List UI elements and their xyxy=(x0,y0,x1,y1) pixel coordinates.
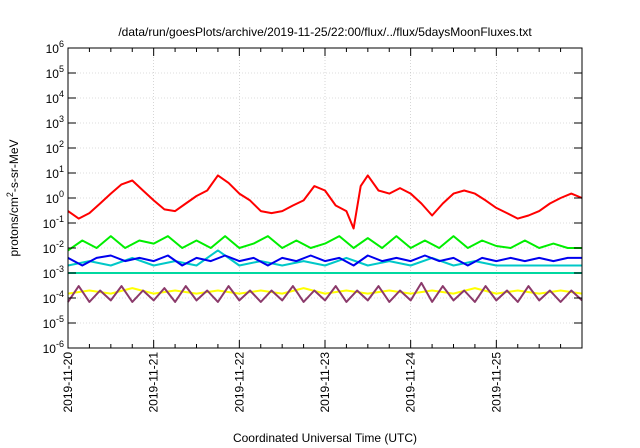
grid xyxy=(68,48,582,348)
y-tick-label: 10-2 xyxy=(43,239,64,256)
y-tick-label: 10-4 xyxy=(43,289,64,306)
y-tick-label: 10-5 xyxy=(43,314,64,331)
y-tick-label: 100 xyxy=(46,189,64,206)
y-tick-label: 104 xyxy=(46,89,64,106)
y-tick-label: 10-1 xyxy=(43,214,64,231)
series-line-6 xyxy=(67,287,583,295)
y-tick-label: 106 xyxy=(46,39,64,56)
ticks xyxy=(67,47,582,349)
x-tick-label: 2019-11-23 xyxy=(318,352,332,413)
series-line-2 xyxy=(67,235,582,252)
x-tick-label: 2019-11-20 xyxy=(61,352,75,413)
x-tick-labels: 2019-11-20 2019-11-21 2019-11-22 2019-11-23… xyxy=(61,352,503,413)
y-tick-label: 105 xyxy=(46,64,64,81)
chart-title: /data/run/goesPlots/archive/2019-11-25/2… xyxy=(118,25,532,39)
y-tick-label: 10-3 xyxy=(43,264,64,281)
x-tick-label: 2019-11-24 xyxy=(404,352,418,413)
x-tick-label: 2019-11-25 xyxy=(489,352,503,413)
series-line-3 xyxy=(67,249,582,267)
series-line-4 xyxy=(67,254,582,267)
series-line-7 xyxy=(67,281,583,303)
x-axis-title: Coordinated Universal Time (UTC) xyxy=(233,431,417,445)
y-axis-title: protons/cm2-s-sr-MeV xyxy=(5,139,21,256)
x-tick-label: 2019-11-22 xyxy=(232,352,246,413)
y-tick-label: 10-6 xyxy=(43,339,64,356)
series-layer xyxy=(67,174,583,303)
y-tick-label: 103 xyxy=(46,114,64,131)
y-tick-label: 101 xyxy=(46,164,64,181)
series-line-1 xyxy=(67,174,583,230)
x-tick-label: 2019-11-21 xyxy=(147,352,161,413)
y-tick-label: 102 xyxy=(46,139,64,156)
y-tick-labels: 10-6 10-5 10-4 10-3 10-2 10-1 100 101 102 103 104 1… xyxy=(43,39,64,356)
